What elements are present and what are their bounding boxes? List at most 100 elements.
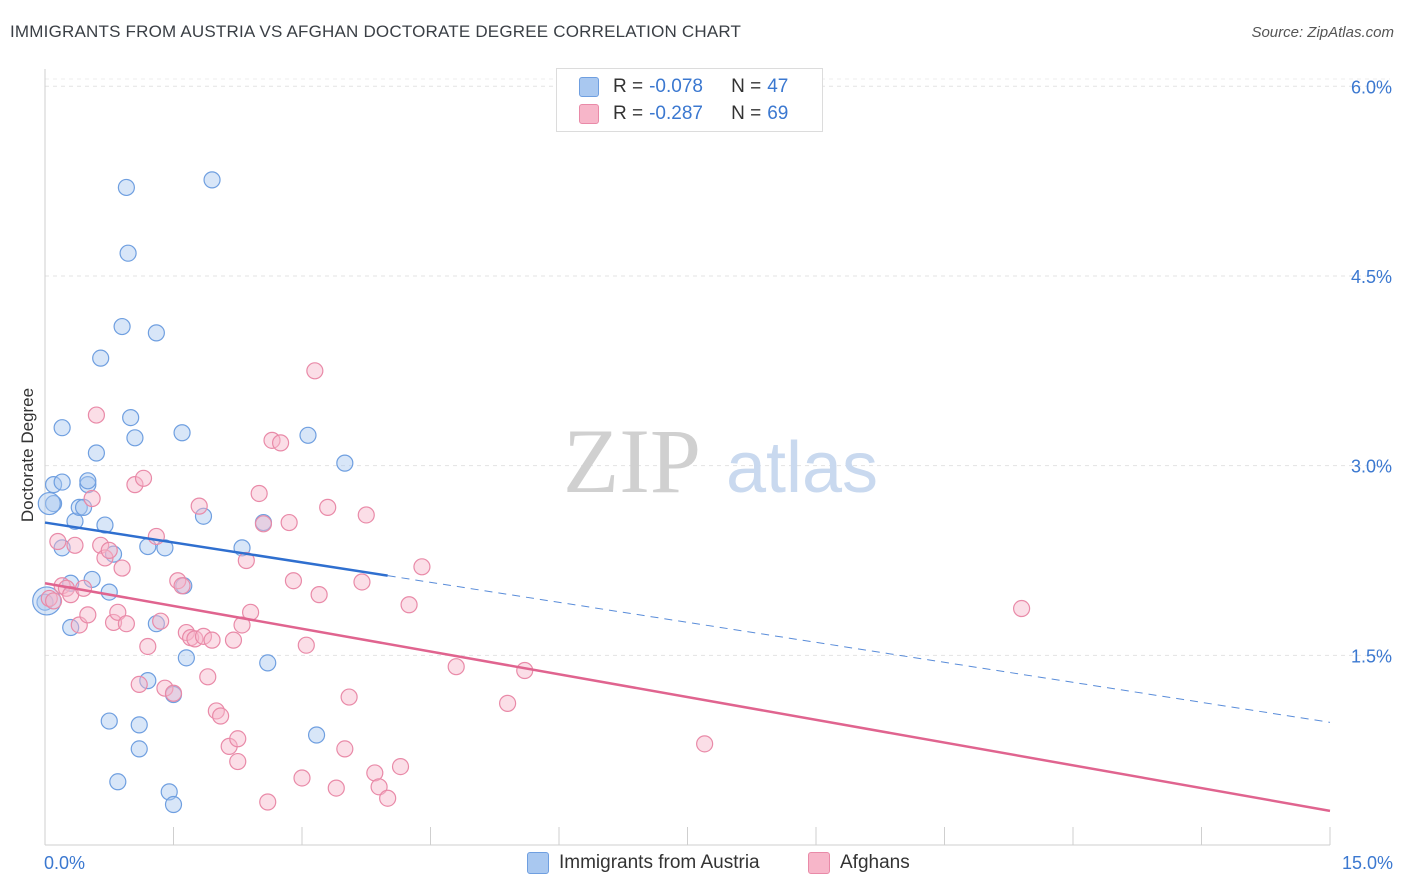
point-austria xyxy=(177,649,195,667)
point-austria xyxy=(92,349,110,367)
point-afghan xyxy=(130,675,148,694)
point-afghan xyxy=(104,613,123,632)
point-afghan xyxy=(250,484,268,503)
point-afghan xyxy=(516,661,534,680)
point-afghan xyxy=(284,572,303,590)
point-afghan xyxy=(147,527,165,546)
point-afghan xyxy=(400,596,418,614)
point-afghan xyxy=(139,637,157,656)
point-austria xyxy=(100,712,118,730)
point-austria xyxy=(66,512,84,530)
legend-n-label: N = xyxy=(731,76,762,97)
point-afghan xyxy=(173,577,191,595)
point-afghan xyxy=(164,684,183,702)
point-austria xyxy=(173,424,191,442)
trend-lines xyxy=(44,521,1331,813)
point-afghan xyxy=(370,778,388,796)
point-afghan xyxy=(83,489,101,508)
point-austria-cluster xyxy=(32,586,62,616)
point-afghan xyxy=(229,730,247,748)
point-afghan xyxy=(366,764,384,782)
point-austria xyxy=(119,244,137,262)
point-austria xyxy=(117,178,135,197)
trend-line-austria-extension xyxy=(387,575,1331,723)
point-afghan xyxy=(379,789,397,807)
legend-swatch-austria xyxy=(579,77,599,97)
point-austria xyxy=(44,494,63,513)
point-austria xyxy=(100,583,118,601)
point-austria xyxy=(109,773,127,791)
legend-row-afghan: R = -0.287 N = 69 xyxy=(579,102,788,126)
point-afghan xyxy=(306,362,324,380)
y-tick-label: 4.5% xyxy=(1351,267,1392,287)
point-afghan xyxy=(100,541,118,559)
point-afghan xyxy=(254,515,273,533)
point-austria xyxy=(307,726,326,744)
point-austria xyxy=(70,498,88,516)
point-afghan xyxy=(297,636,315,654)
point-afghan xyxy=(336,740,354,758)
tick-labels: 1.5% 3.0% 4.5% 6.0% 0.0% 15.0% xyxy=(44,77,1393,873)
point-austria xyxy=(203,171,221,189)
point-austria xyxy=(130,740,148,758)
legend-row-austria: R = -0.078 N = 47 xyxy=(579,75,788,99)
bottom-legend-swatch-austria xyxy=(527,852,549,874)
point-afghan xyxy=(357,506,375,524)
y-tick-label: 3.0% xyxy=(1351,457,1392,477)
legend-r-value-austria: -0.078 xyxy=(649,76,703,97)
point-austria xyxy=(336,454,354,472)
point-afghan xyxy=(229,752,247,771)
point-austria xyxy=(160,783,178,801)
trend-line-austria xyxy=(44,521,388,577)
bottom-legend-swatch-afghan xyxy=(808,852,830,874)
point-austria xyxy=(156,539,174,557)
point-afghan xyxy=(126,476,144,494)
y-tick-label: 6.0% xyxy=(1351,77,1392,97)
point-afghan xyxy=(109,603,127,621)
point-afghan xyxy=(66,536,84,554)
point-afghan xyxy=(237,551,255,570)
bottom-legend-label-austria: Immigrants from Austria xyxy=(559,852,760,873)
point-afghan xyxy=(310,586,328,604)
y-tick-label: 1.5% xyxy=(1351,646,1392,666)
watermark-atlas: atlas xyxy=(726,428,878,508)
point-afghan xyxy=(92,536,110,554)
point-austria xyxy=(113,317,131,336)
point-afghan xyxy=(696,735,714,753)
point-afghan xyxy=(117,615,135,633)
point-afghan xyxy=(194,627,213,645)
point-afghan xyxy=(87,406,106,424)
point-afghan xyxy=(113,559,131,577)
legend-swatch-afghan xyxy=(579,104,599,124)
point-austria xyxy=(126,429,144,447)
legend-r-label: R = xyxy=(613,103,644,124)
point-austria xyxy=(130,716,148,734)
point-austria xyxy=(53,419,71,437)
point-afghan xyxy=(327,779,345,797)
bottom-legend-label-afghan: Afghans xyxy=(840,852,910,873)
point-afghan xyxy=(212,707,230,725)
trend-line-afghan xyxy=(44,582,1331,813)
point-afghan xyxy=(152,612,170,630)
point-afghan xyxy=(259,793,277,811)
point-afghan xyxy=(413,558,431,576)
x-tick-label-max: 15.0% xyxy=(1342,853,1393,873)
x-tick-label-min: 0.0% xyxy=(44,853,85,873)
legend-n-value-austria: 47 xyxy=(767,76,789,97)
point-austria xyxy=(194,507,213,525)
point-afghan xyxy=(340,688,358,706)
point-afghan xyxy=(353,573,371,591)
point-afghan xyxy=(199,668,217,686)
point-afghan xyxy=(319,498,337,516)
point-afghan xyxy=(1012,599,1031,618)
point-afghan xyxy=(134,469,153,487)
y-axis-label: Doctorate Degree xyxy=(18,388,37,522)
chart-title: IMMIGRANTS FROM AUSTRIA VS AFGHAN DOCTOR… xyxy=(10,22,742,41)
point-austria xyxy=(164,795,183,814)
bottom-legend-austria: Immigrants from Austria xyxy=(527,852,760,874)
point-austria xyxy=(147,324,165,342)
point-afghan xyxy=(156,679,174,697)
point-afghan xyxy=(447,658,465,676)
legend-r-label: R = xyxy=(613,76,644,97)
